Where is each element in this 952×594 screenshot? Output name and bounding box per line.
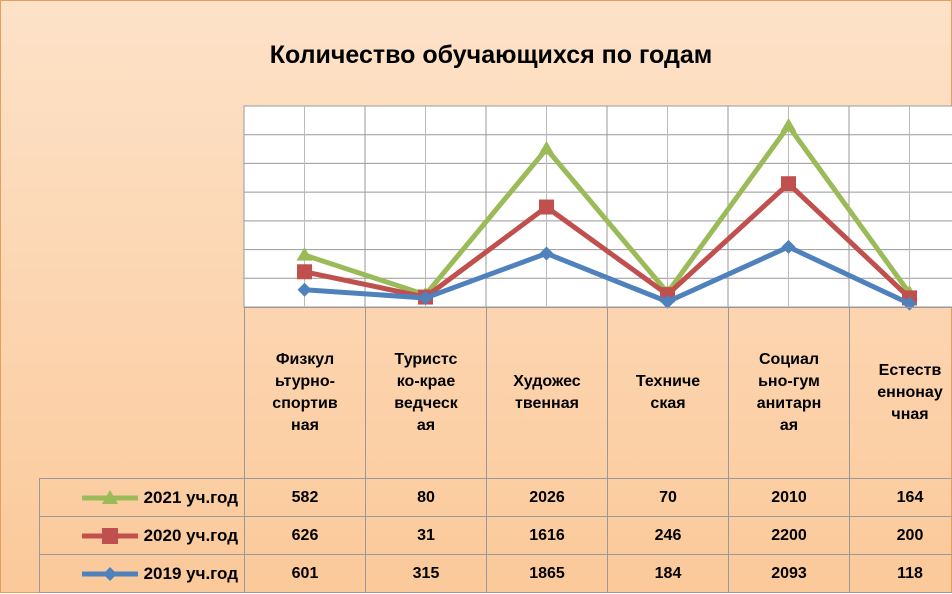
table-value: 2200 [728,516,850,555]
legend-marker [101,489,118,504]
legend-marker [101,527,118,544]
marker [539,246,554,261]
table-value: 2026 [486,478,608,517]
table-value: 582 [244,478,366,517]
legend-label: 2021 уч.год [143,487,238,507]
legend-cell: 2020 уч.год [39,516,245,555]
category-header: Физкультурно-спортивная [244,307,366,479]
legend-key [81,527,138,544]
marker [660,294,675,309]
table-value: 246 [607,516,729,555]
legend-cell: 2021 уч.год [39,478,245,517]
table-value: 1616 [486,516,608,555]
table-value: 1865 [486,554,608,593]
table-value: 626 [244,516,366,555]
chart-title: Количество обучающихся по годам [269,41,713,69]
table-value: 118 [849,554,952,593]
marker [781,239,796,254]
series-line [304,244,911,306]
legend-label: 2020 уч.год [143,525,238,545]
legend-label: 2019 уч.год [143,563,238,583]
table-value: 200 [849,516,952,555]
table-value: 70 [607,478,729,517]
table-value: 184 [607,554,729,593]
table-value: 80 [365,478,487,517]
marker [296,247,313,261]
marker [418,290,433,305]
marker [780,118,797,132]
category-header: Социально-гуманитарная [728,307,850,479]
table-value: 164 [849,478,952,517]
category-header: Естественнонаучная [849,307,952,479]
table-value: 2010 [728,478,850,517]
table-value: 315 [365,554,487,593]
series-line [303,181,912,300]
marker [297,282,312,297]
legend-key [81,489,138,504]
legend-key [81,566,138,581]
legend-cell: 2019 уч.год [39,554,245,593]
category-header: Художественная [486,307,608,479]
marker [781,176,796,192]
table-value: 31 [365,516,487,555]
series-line [303,123,912,298]
marker [539,199,554,215]
marker [538,140,555,155]
category-header: Техническая [607,307,729,479]
table-value: 2093 [728,554,850,593]
table-value: 601 [244,554,366,593]
legend-marker [102,566,117,581]
marker [297,264,312,280]
category-header: Туристско-краеведческая [365,307,487,479]
